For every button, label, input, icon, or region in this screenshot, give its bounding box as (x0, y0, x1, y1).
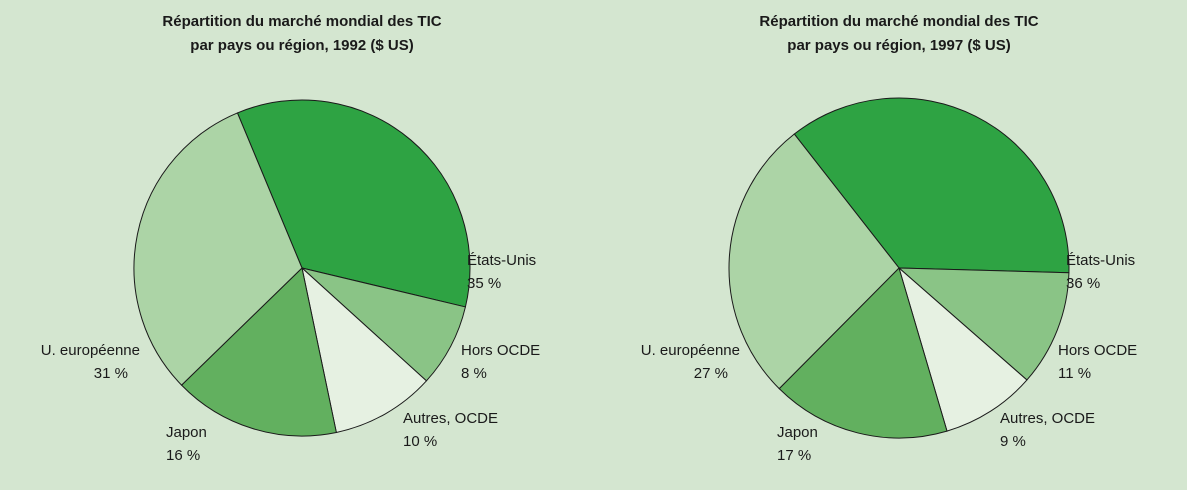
slice-value-label: 10 % (403, 433, 437, 450)
slice-label: États-Unis (1066, 252, 1135, 269)
chart-title: Répartition du marché mondial des TIC (162, 13, 441, 30)
pie-slice (793, 97, 1070, 274)
slice-label: Japon (166, 424, 207, 441)
slice-value-label: 11 % (1058, 365, 1091, 382)
chart-title: par pays ou région, 1997 ($ US) (787, 37, 1010, 54)
slice-value-label: 27 % (694, 365, 728, 382)
slice-value-label: 8 % (461, 365, 487, 382)
slice-label: Autres, OCDE (403, 410, 498, 427)
slice-value-label: 36 % (1066, 275, 1100, 292)
slice-value-label: 16 % (166, 447, 200, 464)
pie-slice (898, 266, 1028, 432)
pie-slice (180, 267, 337, 437)
slice-label: Hors OCDE (1058, 342, 1137, 359)
pie-slice (301, 266, 428, 434)
chart-title: par pays ou région, 1992 ($ US) (190, 37, 413, 54)
slice-label: Japon (777, 424, 818, 441)
pie-slice (728, 133, 900, 390)
slice-label: U. européenne (41, 342, 140, 359)
slice-label: Hors OCDE (461, 342, 540, 359)
slice-value-label: 9 % (1000, 433, 1026, 450)
pie-slice (778, 267, 948, 439)
pie-slice (236, 99, 471, 308)
chart-title: Répartition du marché mondial des TIC (759, 13, 1038, 30)
pie-slice (133, 112, 303, 386)
pie-slice (897, 267, 1070, 381)
slice-label: États-Unis (467, 252, 536, 269)
slice-value-label: 17 % (777, 447, 811, 464)
slice-label: Autres, OCDE (1000, 410, 1095, 427)
slice-value-label: 31 % (94, 365, 128, 382)
slice-value-label: 35 % (467, 275, 501, 292)
slice-label: U. européenne (641, 342, 740, 359)
